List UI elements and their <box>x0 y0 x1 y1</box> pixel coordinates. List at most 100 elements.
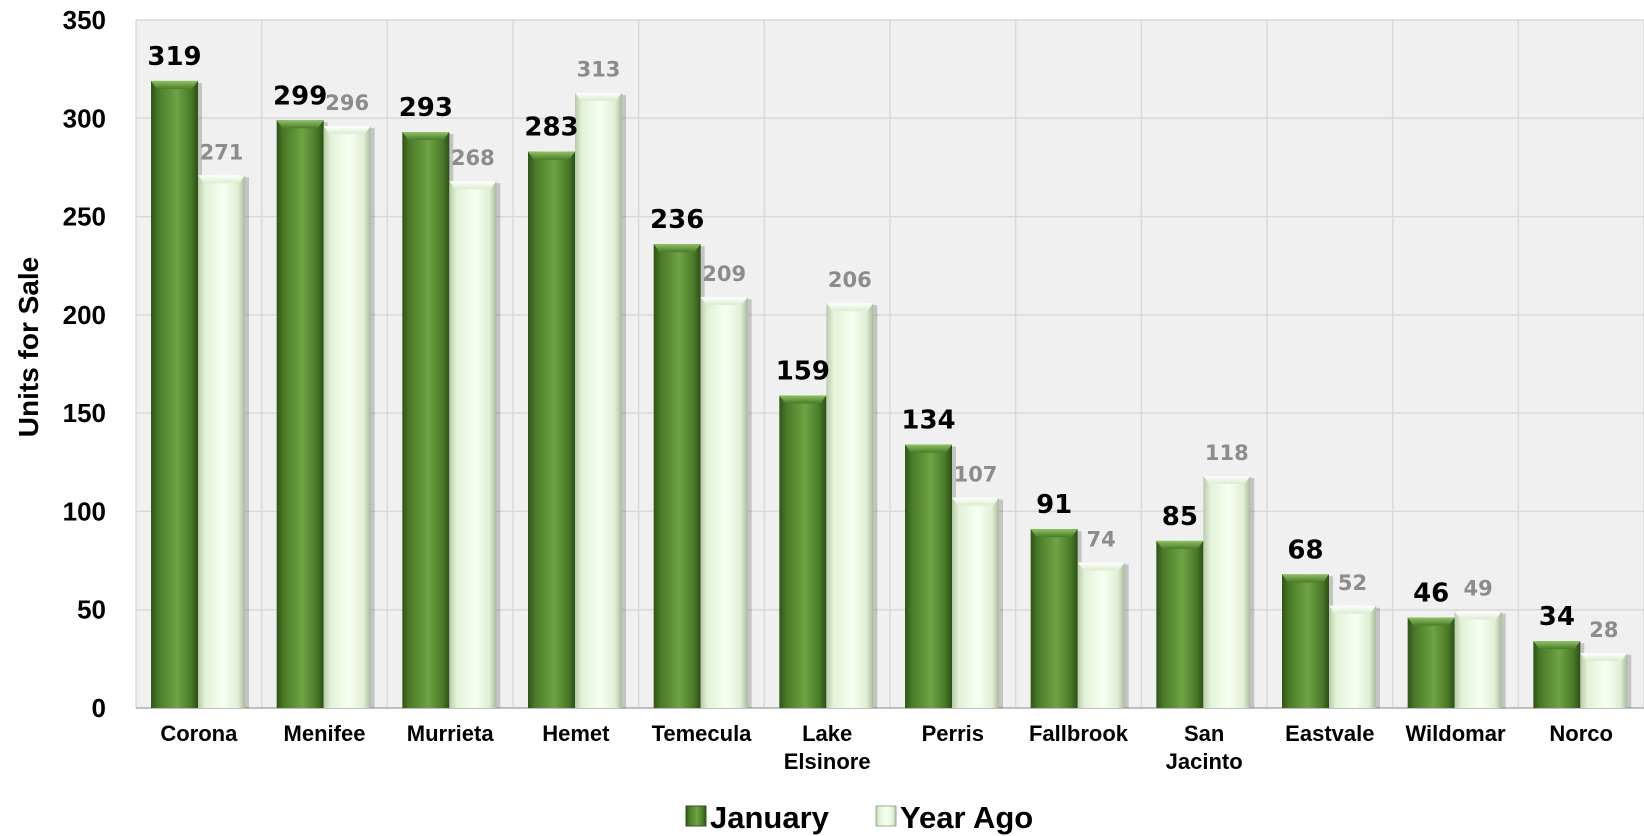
bar-cap <box>653 244 701 253</box>
bar-january <box>528 151 575 708</box>
bar-cap <box>528 151 575 160</box>
x-category-label: Lake Elsinore <box>784 721 871 774</box>
bar-cap <box>575 92 622 101</box>
bar-year-ago <box>575 92 622 708</box>
bars <box>151 80 1632 709</box>
x-axis-categories: Corona Menifee Murrieta Hemet Temecula Lake El… <box>160 721 1613 774</box>
data-label-january: 319 <box>147 42 201 72</box>
data-label-year-ago: 52 <box>1338 571 1367 595</box>
data-label-year-ago: 49 <box>1464 577 1493 601</box>
x-category-label: Corona <box>160 721 238 746</box>
data-label-january: 299 <box>273 81 327 111</box>
y-tick-label: 150 <box>63 398 106 428</box>
x-category-label: San Jacinto <box>1166 721 1243 774</box>
bar-cap <box>779 395 827 404</box>
data-label-january: 34 <box>1539 602 1575 632</box>
bar-year-ago <box>449 181 497 708</box>
y-tick-label: 200 <box>63 300 106 330</box>
bar-cap <box>449 181 497 190</box>
y-tick-label: 50 <box>77 595 106 625</box>
x-category-label: Wildomar <box>1405 721 1505 746</box>
x-category-label: Fallbrook <box>1029 721 1129 746</box>
y-axis-label: Units for Sale <box>13 257 44 437</box>
bar-january <box>1156 540 1204 708</box>
bar-cap <box>402 132 450 141</box>
bar-january <box>1030 529 1078 708</box>
legend-label-january: January <box>710 800 830 835</box>
legend-swatch-january <box>685 805 707 827</box>
data-label-year-ago: 118 <box>1205 441 1249 465</box>
bar-cap <box>323 126 371 135</box>
data-label-january: 293 <box>399 93 453 123</box>
bar-january <box>402 132 450 708</box>
bar-january <box>905 444 952 708</box>
legend-swatch-year-ago <box>875 805 897 827</box>
bar-cap <box>1282 574 1329 583</box>
x-category-label: Eastvale <box>1285 721 1374 746</box>
x-category-label: Menifee <box>284 721 366 746</box>
bar-january <box>276 120 324 709</box>
bar-year-ago <box>700 297 748 708</box>
data-label-year-ago: 74 <box>1087 528 1116 552</box>
legend-label-year-ago: Year Ago <box>900 800 1033 835</box>
y-tick-label: 300 <box>63 103 106 133</box>
data-label-january: 46 <box>1413 579 1449 609</box>
bar-year-ago <box>952 497 999 708</box>
bar-cap <box>1329 605 1376 614</box>
gridlines <box>135 19 1644 709</box>
bar-cap <box>1533 641 1581 650</box>
bar-cap <box>1580 652 1628 661</box>
data-label-january: 68 <box>1287 535 1323 565</box>
x-category-label: Murrieta <box>407 721 495 746</box>
bar-cap <box>276 120 324 129</box>
bar-cap <box>952 497 999 506</box>
data-label-year-ago: 28 <box>1589 618 1618 642</box>
y-tick-label: 350 <box>63 5 106 35</box>
bar-cap <box>151 80 198 89</box>
data-label-january: 85 <box>1162 502 1198 532</box>
data-label-year-ago: 271 <box>200 140 244 164</box>
data-label-year-ago: 296 <box>325 91 369 115</box>
bar-year-ago <box>1203 476 1251 708</box>
data-label-january: 283 <box>524 113 578 143</box>
bar-year-ago <box>1454 611 1502 708</box>
bar-cap <box>198 175 245 184</box>
x-category-label: Hemet <box>542 721 610 746</box>
data-label-year-ago: 313 <box>577 58 621 82</box>
bar-cap <box>1156 540 1204 549</box>
y-tick-label: 100 <box>63 496 106 526</box>
y-tick-label: 0 <box>92 693 106 723</box>
y-axis-ticks: 0 50 100 150 200 250 300 350 <box>63 5 106 723</box>
data-label-year-ago: 268 <box>451 146 495 170</box>
bar-year-ago <box>1077 562 1125 708</box>
bar-january <box>1407 617 1455 708</box>
bar-cap <box>905 444 952 453</box>
bar-cap <box>1454 611 1502 620</box>
bar-year-ago <box>826 303 874 708</box>
data-label-year-ago: 206 <box>828 268 872 292</box>
bar-cap <box>1077 562 1125 571</box>
data-label-january: 236 <box>650 205 704 235</box>
bar-cap <box>1203 476 1251 485</box>
bar-year-ago <box>198 175 245 708</box>
bar-cap <box>826 303 874 312</box>
x-category-label: Temecula <box>652 721 753 746</box>
bar-cap <box>1407 617 1455 626</box>
data-label-january: 159 <box>776 356 830 386</box>
bar-january <box>1282 574 1329 708</box>
data-label-january: 134 <box>901 406 955 436</box>
data-label-year-ago: 209 <box>702 262 746 286</box>
bar-cap <box>700 297 748 306</box>
bar-january <box>779 395 827 708</box>
legend: January Year Ago <box>685 800 1033 835</box>
y-tick-label: 250 <box>63 202 106 232</box>
bar-january <box>1533 641 1581 708</box>
data-label-year-ago: 107 <box>954 463 998 487</box>
x-category-label: Norco <box>1549 721 1613 746</box>
bar-year-ago <box>1329 605 1376 708</box>
bar-january <box>653 244 701 708</box>
bar-year-ago <box>1580 652 1628 708</box>
bar-january <box>151 80 198 709</box>
